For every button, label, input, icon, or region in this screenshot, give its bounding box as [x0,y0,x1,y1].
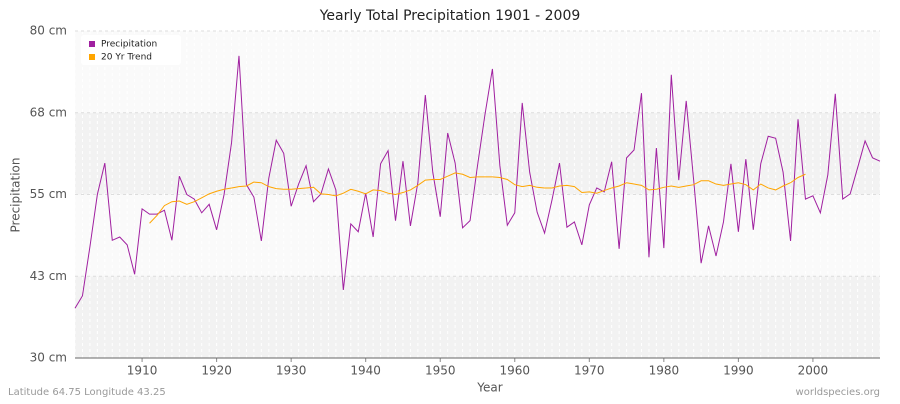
x-tick-label: 1930 [276,364,307,378]
x-tick-label: 1950 [425,364,456,378]
x-tick-label: 1960 [499,364,530,378]
legend-swatch [89,41,95,47]
x-tick-label: 1990 [723,364,754,378]
y-axis-label: Precipitation [9,157,23,232]
legend-box [81,35,181,65]
legend-swatch [89,54,95,60]
series-line [149,172,806,224]
y-tick-label: 68 cm [30,105,67,119]
x-tick-label: 2000 [798,364,829,378]
chart-title: Yearly Total Precipitation 1901 - 2009 [319,8,581,24]
legend-label: Precipitation [101,40,157,50]
footer-location: Latitude 64.75 Longitude 43.25 [8,387,166,398]
footer-source: worldspecies.org [796,387,880,398]
y-tick-label: 30 cm [30,351,67,365]
series-line [74,55,881,309]
x-axis-label: Year [476,381,502,395]
x-tick-label: 1970 [574,364,605,378]
y-tick-label: 80 cm [30,24,67,38]
y-tick-label: 55 cm [30,187,67,201]
y-tick-label: 43 cm [30,269,67,283]
x-tick-label: 1910 [127,364,158,378]
legend-label: 20 Yr Trend [101,53,152,63]
x-tick-label: 1920 [201,364,232,378]
x-tick-label: 1980 [649,364,680,378]
x-tick-label: 1940 [350,364,381,378]
